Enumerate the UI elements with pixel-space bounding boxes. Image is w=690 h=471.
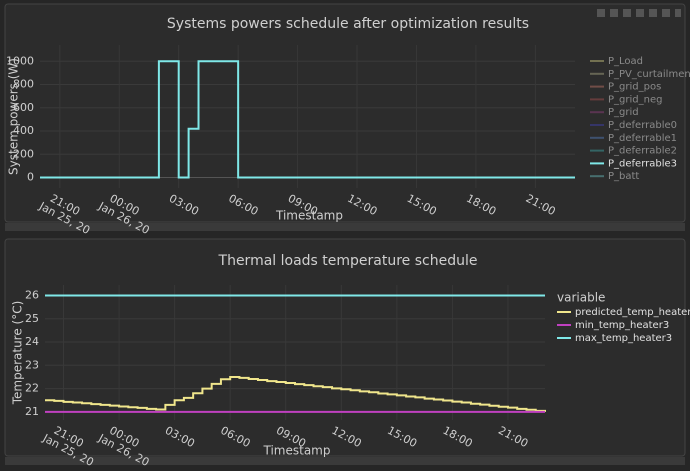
legend-label[interactable]: P_grid_pos: [608, 82, 661, 93]
y-tick-label: 200: [13, 147, 34, 160]
legend-label[interactable]: P_batt: [608, 171, 639, 182]
y-tick-label: 22: [25, 382, 39, 395]
y-tick-label: 400: [13, 124, 34, 137]
legend-label[interactable]: P_deferrable1: [608, 133, 677, 144]
legend-label[interactable]: P_grid_neg: [608, 94, 662, 105]
y-tick-label: 25: [25, 312, 39, 325]
legend-label[interactable]: predicted_temp_heater3: [575, 307, 690, 318]
series-line: [40, 60, 575, 179]
legend-label[interactable]: P_grid: [608, 107, 639, 118]
y-axis-label: Temperature (°C): [11, 301, 25, 406]
legend-label[interactable]: P_deferrable0: [608, 120, 677, 131]
y-tick-label: 24: [25, 335, 39, 348]
y-tick-label: 800: [13, 78, 34, 91]
toolbar[interactable]: [597, 9, 681, 17]
y-tick-label: 600: [13, 101, 34, 114]
legend-label[interactable]: P_deferrable3: [608, 158, 677, 169]
y-tick-label: 26: [25, 288, 39, 301]
y-axis-label: System powers (W): [7, 58, 21, 175]
series-line: [45, 375, 546, 412]
y-tick-label: 0: [27, 171, 34, 184]
scrollbar[interactable]: [5, 457, 685, 465]
legend-label[interactable]: P_Load: [608, 56, 643, 67]
chart-title: Thermal loads temperature schedule: [218, 253, 478, 269]
x-axis-label: Timestamp: [275, 209, 343, 223]
x-axis-label: Timestamp: [263, 444, 331, 458]
legend-label[interactable]: max_temp_heater3: [575, 333, 672, 344]
y-tick-label: 21: [25, 405, 39, 418]
legend-label[interactable]: P_PV_curtailment: [608, 69, 690, 80]
legend-label[interactable]: P_deferrable2: [608, 146, 677, 157]
legend-label[interactable]: min_temp_heater3: [575, 320, 669, 331]
chart-title: Systems powers schedule after optimizati…: [167, 16, 529, 32]
panel: [4, 3, 686, 223]
y-tick-label: 23: [25, 358, 39, 371]
y-tick-label: 1000: [6, 54, 34, 67]
legend-title: variable: [557, 291, 605, 305]
panel: [4, 238, 686, 457]
scrollbar[interactable]: [5, 223, 685, 231]
